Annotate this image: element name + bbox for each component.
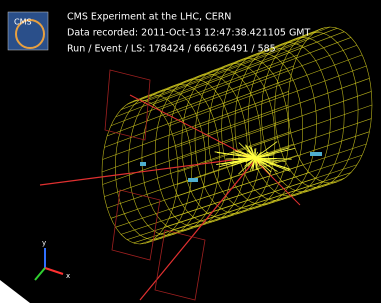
screenshot: CMS CMS Experiment at the LHC, CERN Data… [0,0,381,303]
x-axis-label: x [66,272,70,280]
calo-hit [188,178,198,182]
run-info: Run / Event / LS: 178424 / 666626491 / 5… [67,44,276,55]
y-axis-label: y [42,239,46,247]
recorded: Data recorded: 2011-Oct-13 12:47:38.4211… [67,28,311,39]
title: CMS Experiment at the LHC, CERN [67,12,231,23]
calo-hit [310,152,322,156]
logo-text: CMS [14,18,32,27]
calo-hit [140,162,146,166]
event-display: CMS CMS Experiment at the LHC, CERN Data… [0,0,381,303]
